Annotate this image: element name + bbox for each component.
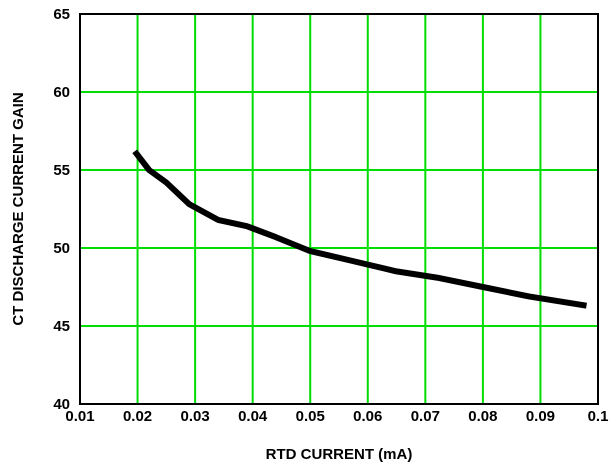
y-tick-label: 50: [53, 240, 70, 257]
grid-lines: [79, 13, 599, 405]
x-tick-label: 0.07: [411, 408, 440, 425]
x-tick-label: 0.08: [468, 408, 497, 425]
x-tick-label: 0.04: [238, 408, 268, 425]
x-tick-label: 0.05: [296, 408, 325, 425]
y-tick-label: 40: [53, 396, 70, 413]
x-tick-label: 0.03: [181, 408, 210, 425]
x-tick-label: 0.09: [526, 408, 555, 425]
x-tick-label: 0.1: [588, 408, 609, 425]
x-tick-label: 0.02: [123, 408, 152, 425]
y-tick-label: 55: [53, 162, 70, 179]
y-axis-title: CT DISCHARGE CURRENT GAIN: [10, 92, 27, 325]
y-tick-labels: 40 45 50 55 60 65: [53, 6, 70, 413]
x-tick-label: 0.06: [353, 408, 382, 425]
y-tick-label: 45: [53, 318, 70, 335]
x-tick-label: 0.01: [65, 408, 94, 425]
y-tick-label: 65: [53, 6, 70, 23]
series-line: [132, 149, 587, 309]
plot-frame: [79, 13, 599, 405]
y-tick-label: 60: [53, 84, 70, 101]
x-axis-title: RTD CURRENT (mA): [266, 446, 413, 463]
x-tick-labels: 0.01 0.02 0.03 0.04 0.05 0.06 0.07 0.08 0.09 0.1: [65, 408, 608, 425]
series-layer: [132, 149, 587, 309]
